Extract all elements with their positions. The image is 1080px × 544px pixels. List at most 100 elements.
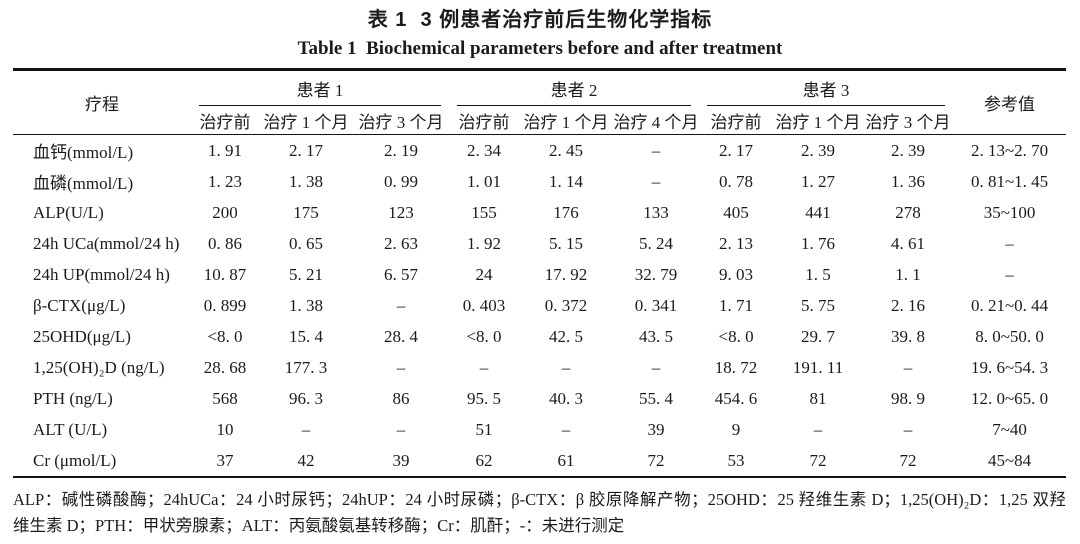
cell-value: 1. 36 [891, 171, 926, 191]
cell-value: 4. 61 [891, 233, 926, 253]
row-label: 24h UP(mmol/24 h) [33, 264, 170, 284]
cell-value: 405 [723, 202, 749, 222]
cell-value: 2. 39 [891, 140, 926, 160]
header-group-row: 疗程 患者 1 患者 2 患者 3 参考值 [13, 69, 1067, 135]
p3-month3-header: 治疗 3 个月 [863, 106, 954, 135]
cell-value: 39 [647, 419, 665, 439]
cell-value: 0. 65 [289, 233, 323, 253]
table-row: Cr (μmol/L) 37 42 39 62 61 72 53 72 72 4… [13, 445, 1066, 477]
table-title-chinese: 表 1 3 例患者治疗前后生物化学指标 [367, 9, 713, 31]
cell-value: 5. 21 [289, 264, 323, 284]
footnote-line1: ALP：碱性磷酸酶；24hUCa：24 小时尿钙；24hUP：24 小时尿磷；β… [13, 490, 1066, 509]
cell-value: 2. 17 [289, 140, 323, 160]
table-row: 25OHD(μg/L) <8. 0 15. 4 28. 4 <8. 0 42. … [13, 321, 1066, 352]
cell-value: – [479, 357, 489, 377]
cell-value: 9. 03 [719, 264, 754, 284]
cell-value: 1. 91 [208, 140, 242, 160]
cell-value: – [903, 419, 913, 439]
cell-value: 5. 15 [549, 233, 584, 253]
table-footnote: ALP：碱性磷酸酶；24hUCa：24 小时尿钙；24hUP：24 小时尿磷；β… [13, 487, 1066, 539]
cell-value: 86 [392, 388, 410, 408]
reference-value: 19. 6~54. 3 [970, 357, 1049, 377]
cell-value: 6. 57 [384, 264, 418, 284]
cell-value: 2. 17 [719, 140, 754, 160]
cell-value: – [301, 419, 311, 439]
cell-value: 10. 87 [203, 264, 247, 284]
cell-value: 72 [809, 450, 827, 470]
table-row: 24h UCa(mmol/24 h) 0. 86 0. 65 2. 63 1. … [13, 228, 1066, 259]
table-row: 24h UP(mmol/24 h) 10. 87 5. 21 6. 57 24 … [13, 259, 1066, 290]
cell-value: 24 [475, 264, 493, 284]
patient2-group-header: 患者 2 [449, 70, 699, 107]
cell-value: 1. 14 [549, 171, 584, 191]
cell-value: 1. 71 [719, 295, 754, 315]
cell-value: 568 [212, 388, 238, 408]
cell-value: – [396, 295, 406, 315]
cell-value: 61 [557, 450, 575, 470]
cell-value: 123 [388, 202, 414, 222]
cell-value: 175 [293, 202, 319, 222]
table-row: 1,25(OH)₂D (ng/L) 28. 68 177. 3 – – – – … [13, 352, 1066, 383]
cell-value: – [813, 419, 823, 439]
cell-value: 5. 24 [639, 233, 674, 253]
cell-value: – [561, 419, 571, 439]
reference-value: 45~84 [987, 450, 1032, 470]
reference-header: 参考值 [953, 69, 1067, 135]
cell-value: – [396, 419, 406, 439]
cell-value: 177. 3 [284, 357, 328, 377]
cell-value: 29. 7 [801, 326, 836, 346]
cell-value: 5. 75 [801, 295, 836, 315]
cell-value: 0. 99 [384, 171, 418, 191]
cell-value: <8. 0 [207, 326, 243, 346]
cell-value: 2. 39 [801, 140, 836, 160]
cell-value: 155 [471, 202, 497, 222]
cell-value: – [651, 171, 661, 191]
patient1-group-header: 患者 1 [191, 70, 449, 107]
cell-value: 72 [647, 450, 665, 470]
cell-value: 55. 4 [639, 388, 674, 408]
row-label: 24h UCa(mmol/24 h) [33, 233, 180, 253]
footnote-line2: 维生素 D；PTH：甲状旁腺素；ALT：丙氨酸氨基转移酶；Cr：肌酐；-：未进行… [13, 516, 625, 535]
reference-value: 7~40 [992, 419, 1027, 439]
p2-pretreatment-header: 治疗前 [449, 106, 520, 135]
cell-value: 0. 341 [634, 295, 678, 315]
patient3-group-header: 患者 3 [699, 70, 953, 107]
cell-value: 1. 5 [805, 264, 831, 284]
cell-value: 32. 79 [634, 264, 678, 284]
cell-value: 17. 92 [544, 264, 588, 284]
cell-value: – [396, 357, 406, 377]
cell-value: 200 [212, 202, 238, 222]
cell-value: 72 [899, 450, 917, 470]
cell-value: 40. 3 [549, 388, 584, 408]
cell-value: 0. 899 [203, 295, 247, 315]
table-row: β-CTX(μg/L) 0. 899 1. 38 – 0. 403 0. 372… [13, 290, 1066, 321]
reference-value: – [1005, 264, 1014, 284]
cell-value: 62 [475, 450, 493, 470]
cell-value: 0. 86 [208, 233, 242, 253]
cell-value: 454. 6 [714, 388, 758, 408]
table-row: ALT (U/L) 10 – – 51 – 39 9 – – 7~40 [13, 414, 1066, 445]
cell-value: <8. 0 [718, 326, 754, 346]
cell-value: 51 [475, 419, 493, 439]
row-label: PTH (ng/L) [33, 388, 113, 408]
cell-value: 0. 78 [719, 171, 754, 191]
table-row: 血钙(mmol/L) 1. 91 2. 17 2. 19 2. 34 2. 45… [13, 135, 1066, 167]
cell-value: 2. 63 [384, 233, 418, 253]
cell-value: 2. 16 [891, 295, 926, 315]
reference-value: 2. 13~2. 70 [970, 140, 1049, 160]
cell-value: 1. 76 [801, 233, 836, 253]
row-label: 25OHD(μg/L) [33, 326, 131, 346]
reference-value: 12. 0~65. 0 [970, 388, 1049, 408]
course-header: 疗程 [13, 69, 191, 135]
reference-value: 35~100 [983, 202, 1036, 222]
row-label: 1,25(OH)₂D (ng/L) [33, 357, 165, 377]
cell-value: 0. 372 [544, 295, 588, 315]
p1-month3-header: 治疗 3 个月 [353, 106, 450, 135]
p2-month4-header: 治疗 4 个月 [613, 106, 700, 135]
cell-value: 2. 13 [719, 233, 754, 253]
cell-value: 2. 19 [384, 140, 418, 160]
cell-value: 81 [809, 388, 827, 408]
cell-value: <8. 0 [466, 326, 502, 346]
row-label: Cr (μmol/L) [33, 450, 117, 470]
